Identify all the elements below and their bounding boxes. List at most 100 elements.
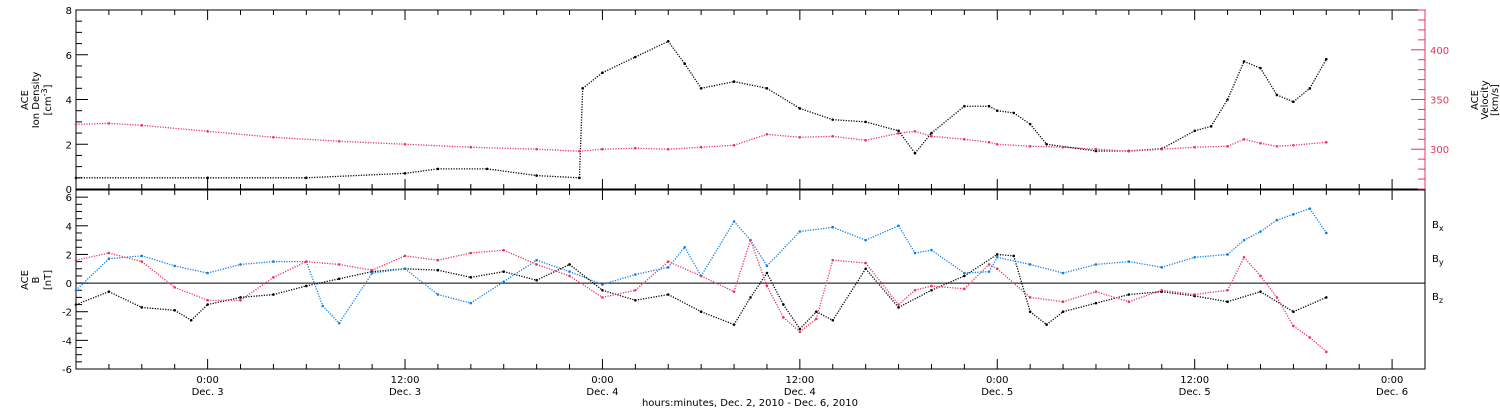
b-component-point-1 bbox=[370, 271, 374, 275]
b-component-trace-1 bbox=[322, 305, 340, 324]
velocity-trace-0 bbox=[1227, 138, 1245, 147]
b-component-point-1 bbox=[74, 288, 78, 292]
b-component-trace-2 bbox=[1259, 275, 1278, 298]
b-component-trace-2 bbox=[667, 261, 702, 277]
x-tick-day: Dec. 4 bbox=[586, 387, 618, 398]
velocity-point-0 bbox=[963, 137, 966, 141]
b-component-trace-0 bbox=[602, 289, 636, 301]
b-component-trace-0 bbox=[108, 291, 143, 309]
b-component-trace-1 bbox=[1194, 253, 1228, 258]
density-point-0 bbox=[765, 87, 769, 90]
velocity-point-0 bbox=[1127, 149, 1131, 153]
b-component-point-1 bbox=[568, 270, 571, 273]
velocity-point-0 bbox=[864, 138, 867, 142]
density-axis-title-line3: [cm-3] bbox=[40, 84, 54, 115]
velocity-point-0 bbox=[140, 124, 144, 127]
b-component-point-0 bbox=[699, 310, 703, 314]
b-component-point-2 bbox=[699, 274, 703, 278]
b-component-trace-1 bbox=[75, 258, 110, 291]
density-trace-0 bbox=[487, 168, 537, 177]
b-tick-label: 6 bbox=[66, 193, 72, 204]
b-component-point-0 bbox=[189, 319, 193, 322]
x-tick-time: 0:00 bbox=[196, 375, 218, 386]
b-component-point-2 bbox=[963, 287, 966, 291]
b-component-trace-2 bbox=[141, 261, 176, 288]
b-component-trace-1 bbox=[404, 268, 439, 296]
b-component-point-2 bbox=[1028, 296, 1032, 299]
b-component-trace-1 bbox=[1062, 263, 1097, 274]
density-trace-0 bbox=[1259, 67, 1278, 96]
b-component-trace-2 bbox=[503, 249, 537, 266]
velocity-trace-0 bbox=[914, 130, 932, 137]
velocity-trace-0 bbox=[1030, 145, 1064, 148]
b-component-trace-1 bbox=[108, 255, 142, 260]
velocity-point-0 bbox=[107, 122, 111, 125]
b-component-point-0 bbox=[782, 303, 785, 306]
velocity-point-0 bbox=[337, 139, 341, 143]
b-component-trace-1 bbox=[667, 246, 686, 268]
b-component-point-0 bbox=[765, 271, 769, 275]
b-component-point-2 bbox=[1160, 288, 1164, 292]
b-component-trace-0 bbox=[635, 293, 669, 301]
velocity-trace-0 bbox=[635, 147, 669, 150]
b-component-trace-2 bbox=[766, 285, 784, 318]
velocity-point-0 bbox=[578, 149, 581, 153]
density-axis-title-line1: ACE bbox=[20, 90, 31, 110]
b-component-point-2 bbox=[568, 274, 571, 278]
velocity-point-0 bbox=[601, 147, 604, 151]
velocity-trace-0 bbox=[536, 148, 580, 152]
b-component-point-2 bbox=[1094, 290, 1098, 293]
b-component-trace-2 bbox=[1161, 289, 1195, 296]
b-component-point-1 bbox=[798, 230, 802, 233]
b-component-point-1 bbox=[963, 271, 966, 275]
density-point-0 bbox=[1242, 60, 1246, 63]
b-component-trace-2 bbox=[1194, 289, 1228, 296]
density-point-0 bbox=[1028, 122, 1032, 126]
b-component-point-0 bbox=[1292, 310, 1295, 314]
b-component-point-0 bbox=[535, 278, 538, 282]
b-component-trace-1 bbox=[700, 221, 735, 277]
density-point-0 bbox=[403, 172, 407, 175]
top-panel-data bbox=[74, 40, 1328, 180]
b-component-trace-1 bbox=[174, 265, 208, 274]
density-trace-0 bbox=[602, 56, 636, 74]
b-component-trace-1 bbox=[1227, 239, 1245, 255]
velocity-trace-0 bbox=[668, 146, 702, 150]
b-component-point-2 bbox=[749, 238, 752, 242]
b-component-trace-1 bbox=[635, 266, 669, 276]
density-trace-0 bbox=[635, 40, 669, 58]
b-component-point-1 bbox=[831, 225, 835, 229]
top-panel-frame bbox=[75, 9, 1426, 190]
density-trace-0 bbox=[799, 107, 833, 121]
density-point-0 bbox=[1193, 129, 1196, 133]
velocity-trace-0 bbox=[931, 135, 965, 140]
b-component-point-2 bbox=[601, 296, 604, 299]
b-component-trace-0 bbox=[766, 272, 784, 305]
b-component-point-0 bbox=[1061, 310, 1065, 314]
legend-bx-base: B bbox=[1432, 220, 1439, 231]
b-component-trace-1 bbox=[1276, 213, 1294, 221]
bottom-panel-data bbox=[74, 207, 1328, 354]
legend-bx-sub: x bbox=[1439, 224, 1444, 233]
b-component-point-0 bbox=[1259, 290, 1262, 293]
b-component-trace-2 bbox=[273, 261, 307, 278]
velocity-point-0 bbox=[699, 145, 703, 149]
velocity-trace-0 bbox=[1128, 148, 1162, 152]
velocity-trace-0 bbox=[865, 132, 899, 141]
density-point-0 bbox=[995, 109, 999, 112]
velocity-trace-0 bbox=[579, 148, 603, 152]
b-component-point-1 bbox=[1259, 230, 1262, 233]
velocity-trace-0 bbox=[1276, 144, 1294, 147]
velocity-point-0 bbox=[1061, 145, 1065, 149]
b-component-trace-0 bbox=[1260, 291, 1294, 313]
b-component-trace-1 bbox=[207, 263, 241, 274]
b-component-trace-1 bbox=[141, 255, 175, 267]
velocity-trace-0 bbox=[701, 144, 735, 148]
b-component-point-1 bbox=[107, 257, 111, 261]
b-component-trace-0 bbox=[404, 268, 438, 271]
density-point-0 bbox=[634, 55, 637, 59]
b-component-point-2 bbox=[987, 263, 991, 266]
b-component-trace-0 bbox=[1046, 311, 1064, 326]
b-component-trace-2 bbox=[371, 255, 406, 271]
velocity-trace-0 bbox=[1063, 146, 1097, 150]
